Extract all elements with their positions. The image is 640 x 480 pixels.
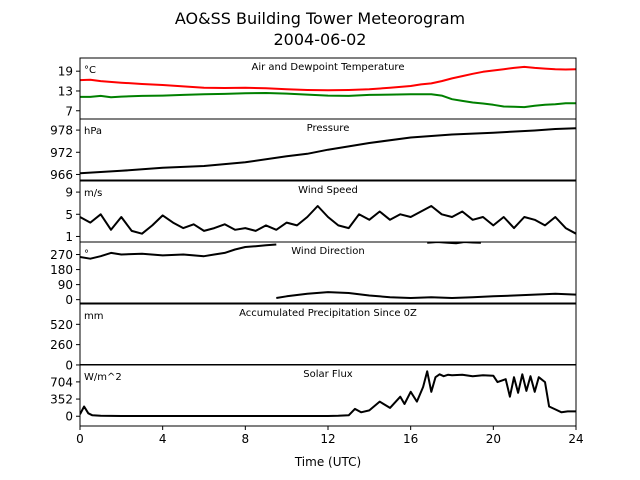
chart-title-line1: AO&SS Building Tower Meteorogram: [175, 9, 465, 28]
panel-5-title: Accumulated Precipitation Since 0Z: [239, 308, 417, 319]
panel-3-unit: m/s: [84, 188, 102, 199]
panel-3-ytick-label-2: 5: [65, 208, 73, 222]
panel-4-unit: °: [84, 249, 89, 260]
x-axis-label: Time (UTC): [294, 455, 361, 469]
panel-4-ytick-label-2: 90: [58, 278, 73, 292]
xtick-label-6: 20: [486, 432, 501, 446]
panel-3-series-1-line: [80, 205, 576, 235]
panel-3: 1 5 9 m/s Wind Speed: [65, 180, 577, 244]
xtick-label-3: 8: [242, 432, 250, 446]
panel-4-frame: [79, 241, 577, 304]
panel-2: 966 972 978 hPa Pressure: [50, 118, 577, 182]
panel-5-ytick-label-2: 260: [50, 338, 73, 352]
panel-1-ytick-label-3: 19: [58, 65, 73, 79]
panel-3-title: Wind Speed: [298, 185, 358, 196]
panel-6-series-1-line: [80, 370, 576, 417]
panel-2-ytick-label-1: 966: [50, 168, 73, 182]
panel-1-ytick-label-1: 7: [65, 104, 73, 118]
panel-4-title: Wind Direction: [291, 246, 365, 257]
panel-2-ytick-label-3: 978: [50, 124, 73, 138]
panel-6-unit: W/m^2: [84, 372, 122, 383]
panel-1-unit: °C: [84, 65, 96, 76]
panel-1-series-2-line: [80, 92, 576, 109]
panel-5-ytick-label-1: 0: [65, 358, 73, 372]
panel-1-title: Air and Dewpoint Temperature: [252, 62, 405, 73]
xtick-label-1: 0: [76, 432, 84, 446]
panel-3-ytick-label-3: 9: [65, 186, 73, 200]
panel-6-title: Solar Flux: [303, 369, 353, 380]
panel-6-ytick-label-2: 352: [50, 393, 73, 407]
panel-5-ytick-label-3: 520: [50, 318, 73, 332]
x-axis: 0 4 8 12 16 20 24: [76, 426, 584, 446]
panel-6: 0 352 704 W/m^2 Solar Flux: [50, 364, 577, 427]
panel-5: 0 260 520 mm Accumulated Precipitation Since…: [50, 303, 577, 372]
panel-3-ytick-label-1: 1: [65, 230, 73, 244]
xtick-label-4: 12: [320, 432, 335, 446]
panel-1: 7 13 19 °C Air and Dewpoint Temperature: [58, 57, 577, 120]
panel-4-ytick-label-3: 180: [50, 263, 73, 277]
panel-1-ytick-label-2: 13: [58, 84, 73, 98]
chart-title-line2: 2004-06-02: [274, 30, 367, 49]
panel-1-series-1-line: [80, 65, 576, 92]
panel-4-ytick-label-4: 270: [50, 248, 73, 262]
xtick-label-5: 16: [403, 432, 418, 446]
xtick-label-2: 4: [159, 432, 167, 446]
panel-2-unit: hPa: [84, 126, 102, 137]
panel-4-series-1-line: [80, 243, 277, 260]
panel-6-ytick-label-1: 0: [65, 410, 73, 424]
panel-5-unit: mm: [84, 311, 103, 322]
panel-4-ytick-label-1: 0: [65, 293, 73, 307]
panel-6-ytick-label-3: 704: [50, 375, 73, 389]
panel-4-series-2-line: [276, 291, 576, 299]
panel-2-title: Pressure: [307, 123, 350, 134]
panel-2-series-1-line: [80, 127, 576, 175]
panel-2-frame: [79, 118, 577, 181]
xtick-label-7: 24: [568, 432, 583, 446]
panel-2-ytick-label-2: 972: [50, 146, 73, 160]
